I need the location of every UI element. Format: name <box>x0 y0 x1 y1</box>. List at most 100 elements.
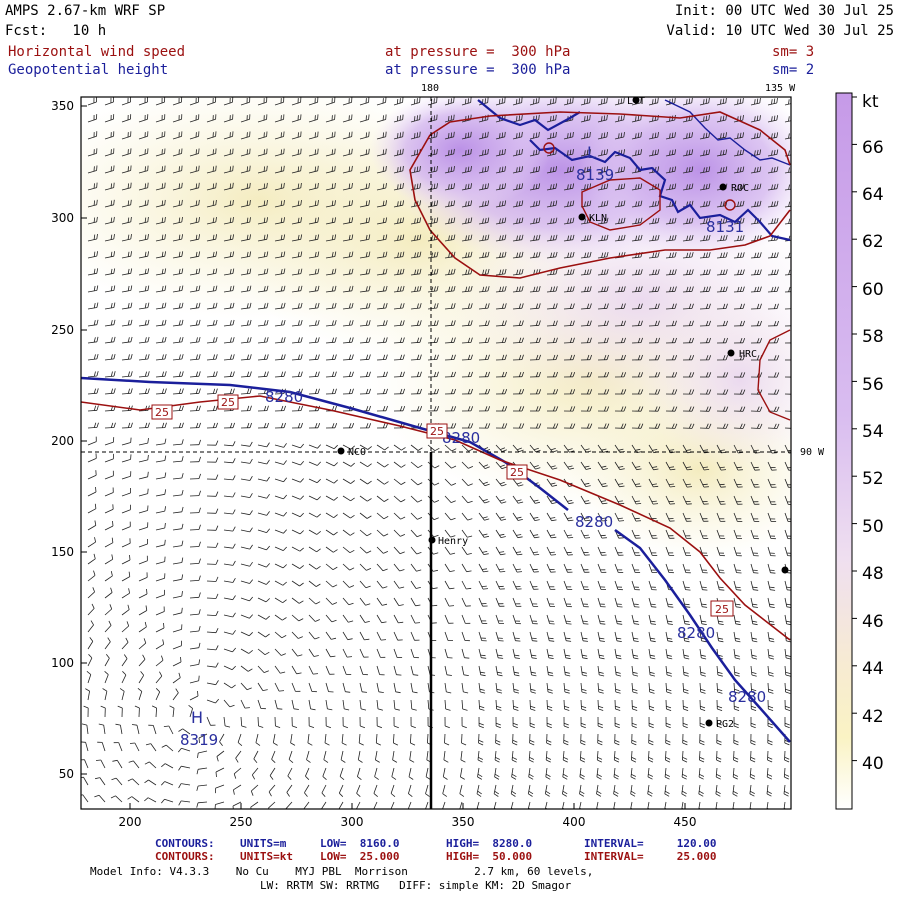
wind-barb <box>87 541 96 548</box>
wind-barb <box>359 512 368 519</box>
wind-barb-flag <box>623 200 626 206</box>
wind-barb-flag <box>703 184 705 190</box>
wind-barb-flag <box>572 406 576 412</box>
wind-barb-flag <box>468 466 474 469</box>
wind-barb-flag <box>750 722 756 726</box>
wind-barb-flag <box>691 354 695 360</box>
wind-barb <box>325 529 334 536</box>
wind-barb-flag <box>304 792 308 797</box>
wind-barb-flag <box>368 405 371 411</box>
wind-barb-flag <box>776 218 779 223</box>
wind-barb-flag <box>737 235 740 241</box>
wind-barb-flag <box>314 286 317 292</box>
wind-barb <box>597 682 600 693</box>
wind-barb-flag <box>367 498 372 502</box>
wind-barb-flag <box>436 371 439 377</box>
wind-barb-flag <box>484 388 488 395</box>
wind-barb-flag <box>249 596 254 602</box>
wind-barb-flag <box>794 167 795 172</box>
wind-barb-flag <box>614 725 620 729</box>
wind-barb-flag <box>548 674 554 677</box>
wind-barb-flag <box>105 654 110 659</box>
wind-barb-flag <box>275 725 281 728</box>
wind-barb-flag <box>232 422 235 428</box>
wind-barb-flag <box>567 184 569 190</box>
wind-barb <box>342 221 352 225</box>
wind-barb <box>647 784 650 794</box>
wind-barb-flag <box>130 268 133 274</box>
wind-barb <box>682 495 688 505</box>
wind-barb <box>155 187 165 191</box>
wind-barb-flag <box>749 793 755 797</box>
wind-barb-flag <box>232 251 235 257</box>
wind-barb <box>478 512 485 521</box>
wind-barb-flag <box>348 286 351 292</box>
wind-barb <box>104 204 114 208</box>
wind-barb <box>546 631 550 641</box>
wind-barb <box>665 682 668 693</box>
wind-barb <box>189 680 199 684</box>
wind-barb-flag <box>333 462 338 467</box>
wind-barb-flag <box>671 372 675 378</box>
wind-barb <box>699 580 703 590</box>
wind-barb-flag <box>300 460 305 466</box>
wind-barb-flag <box>195 200 198 206</box>
wind-barb-flag <box>348 252 351 258</box>
wind-barb-flag <box>725 303 728 309</box>
wind-barb <box>495 461 503 470</box>
wind-barb-flag <box>448 150 450 156</box>
wind-barb <box>733 682 735 693</box>
wind-barb-flag <box>649 705 655 709</box>
wind-barb <box>223 153 233 157</box>
wind-barb-flag <box>487 286 490 292</box>
wind-barb <box>257 699 262 709</box>
wind-barb-flag <box>756 184 759 190</box>
wind-barb <box>512 222 522 225</box>
wind-barb <box>155 307 165 310</box>
wind-barb <box>461 444 469 452</box>
wind-barb <box>87 307 97 310</box>
wind-barb-flag <box>161 200 164 206</box>
wind-barb-flag <box>742 320 745 326</box>
wind-barb-flag <box>739 252 742 258</box>
wind-barb-flag <box>266 580 270 585</box>
wind-barb <box>342 563 350 571</box>
wind-barb <box>287 767 293 777</box>
wind-barb-flag <box>516 571 523 573</box>
wind-barb-flag <box>617 500 623 502</box>
wind-barb-flag <box>788 150 790 156</box>
wind-barb-flag <box>436 303 439 309</box>
wind-barb <box>359 546 367 554</box>
wind-barb <box>155 493 165 497</box>
wind-barb-flag <box>399 269 402 275</box>
wind-barb-flag <box>788 99 790 105</box>
wind-barb-flag <box>742 183 745 189</box>
wind-barb-flag <box>178 405 182 411</box>
wind-barb-flag <box>674 166 677 172</box>
wind-barb-flag <box>794 132 795 137</box>
wind-barb-flag <box>480 674 486 677</box>
wind-barb-flag <box>314 303 317 309</box>
wind-barb <box>613 784 616 794</box>
wind-barb <box>104 101 114 106</box>
wind-barb-flag <box>144 251 147 257</box>
wind-barb-flag <box>433 269 436 275</box>
wind-speed-shading <box>81 97 791 560</box>
wind-barb-flag <box>198 354 201 360</box>
wind-barb-flag <box>720 133 722 139</box>
wind-barb-flag <box>232 630 236 635</box>
wind-barb-flag <box>340 759 346 763</box>
wind-barb-flag <box>504 423 508 429</box>
wind-barb-flag <box>773 423 777 429</box>
wind-barb <box>648 580 653 590</box>
wind-barb-flag <box>636 468 642 471</box>
wind-barb <box>291 699 295 709</box>
wind-barb-flag <box>402 371 405 377</box>
wind-barb <box>699 188 709 191</box>
wind-barb <box>121 392 132 395</box>
wind-barb-flag <box>657 354 661 360</box>
wind-barb <box>121 576 130 582</box>
wind-barb-flag <box>552 389 556 395</box>
wind-barb-flag <box>562 793 567 797</box>
wind-barb-flag <box>552 467 558 470</box>
